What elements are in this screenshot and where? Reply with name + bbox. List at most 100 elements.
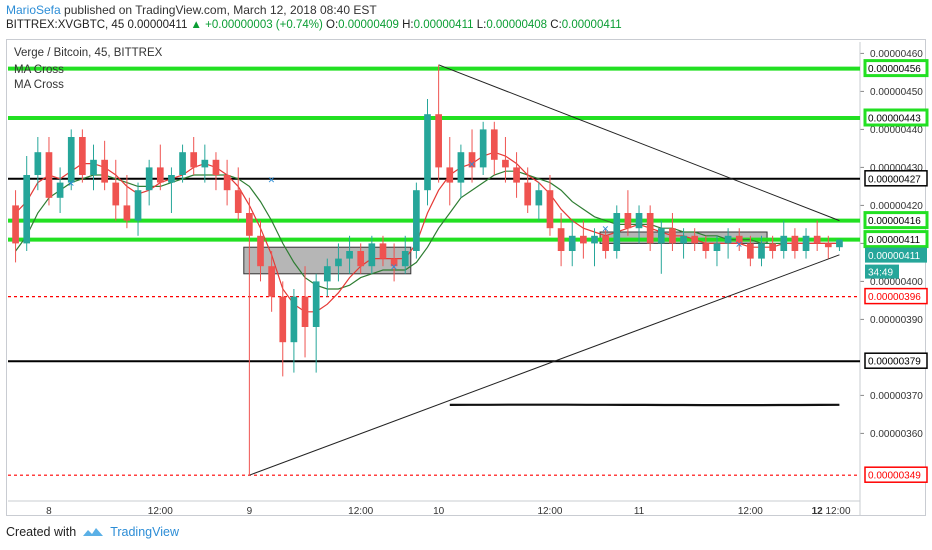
candle-body: [257, 235, 264, 267]
publish-header: MarioSefa published on TradingView.com, …: [6, 3, 377, 17]
candle-body: [346, 251, 353, 259]
candle-body: [390, 258, 398, 267]
y-tick-label: 0.00000440: [870, 125, 923, 136]
candle-body: [201, 159, 209, 168]
candle-body: [724, 235, 732, 244]
candle-body: [212, 159, 220, 175]
candle-body: [145, 167, 153, 191]
level-price-label: 0.00000396: [868, 292, 921, 303]
triangle-upper-trendline: [438, 64, 840, 222]
level-price-tag: [863, 108, 929, 127]
candle-body: [301, 296, 309, 327]
candle-body: [357, 251, 365, 267]
price-change: +0.00000003 (+0.74%): [205, 19, 323, 31]
countdown-label: 34:49: [868, 268, 893, 279]
candle-body: [168, 175, 175, 183]
last-price: 0.00000411: [127, 19, 188, 31]
candle-body: [435, 114, 442, 168]
ma-cross-marker: ✕: [268, 175, 276, 185]
x-tick-label: 9: [247, 506, 253, 517]
footer: Created with TradingView: [6, 525, 179, 539]
x-tick-label: 12:00: [537, 506, 562, 517]
level-price-tag: [863, 230, 929, 249]
candle-body: [312, 281, 320, 327]
candle-body: [56, 182, 64, 198]
candle-body: [524, 182, 532, 206]
x-tick-label: 10: [433, 506, 445, 517]
candle-body: [45, 152, 53, 198]
candle-body: [735, 235, 743, 244]
candle-body: [546, 190, 554, 229]
candle-body: [769, 243, 776, 251]
y-tick-label: 0.00000460: [870, 49, 923, 60]
candle-body: [468, 152, 476, 168]
price-chart[interactable]: 0.00000460 0.00000450 0.00000440 0.00000430…: [0, 0, 932, 520]
candle-body: [824, 243, 832, 248]
tradingview-logo-icon: [83, 528, 104, 536]
y-tick-label: 0.00000450: [870, 87, 923, 98]
open-value: 0.00000409: [338, 19, 399, 31]
last-price-label: 0.00000411: [868, 251, 921, 262]
candle-body: [635, 213, 643, 229]
countdown-tag: [865, 264, 899, 279]
y-tick-label: 0.00000430: [870, 163, 923, 174]
candle-body: [190, 152, 198, 168]
candle-body: [446, 167, 454, 183]
candle-body: [557, 228, 565, 251]
candle-body: [279, 296, 287, 343]
x-tick-label: 12: [812, 506, 824, 517]
y-tick-label: 0.00000370: [870, 391, 923, 402]
level-price-tag: [863, 211, 929, 230]
candle-body: [613, 213, 621, 251]
candle-body: [112, 182, 120, 206]
level-price-label: 0.00000443: [868, 114, 921, 125]
candle-body: [624, 213, 632, 229]
ohlc-info-bar: BITTREX:XVGBTC, 45 0.00000411 ▲ +0.00000…: [6, 19, 622, 31]
close-value: 0.00000411: [561, 19, 622, 31]
open-label: O:: [326, 19, 339, 31]
candle-body: [657, 228, 665, 244]
symbol-label: BITTREX:XVGBTC, 45: [6, 19, 125, 31]
level-price-label: 0.00000416: [868, 216, 921, 227]
x-tick-label: 12:00: [348, 506, 373, 517]
candle-body: [813, 235, 821, 244]
ma-cross-marker: ✕: [602, 224, 610, 234]
candle-body: [156, 167, 164, 183]
candle-body: [747, 243, 754, 259]
tradingview-brand-link[interactable]: TradingView: [110, 525, 179, 539]
candle-body: [34, 152, 42, 175]
candle-body: [568, 235, 576, 251]
candle-body: [23, 175, 31, 244]
legend-ma-cross-1[interactable]: MA Cross: [14, 64, 64, 76]
candle-body: [268, 266, 275, 297]
candle-body: [67, 137, 75, 183]
ma-cross-marker: ✕: [735, 239, 743, 249]
legend-ma-cross-2[interactable]: MA Cross: [14, 79, 64, 91]
legend-title: Verge / Bitcoin, 45, BITTREX: [14, 47, 163, 59]
candle-body: [79, 137, 86, 175]
candle-body: [713, 243, 721, 251]
x-tick-label: 11: [634, 506, 645, 517]
candle-body: [691, 235, 699, 244]
level-price-label: 0.00000456: [868, 64, 921, 75]
candle-body: [502, 159, 509, 168]
level-price-tag: [864, 352, 928, 369]
candle-body: [791, 235, 799, 251]
author-link[interactable]: MarioSefa: [6, 3, 61, 17]
candle-body: [669, 228, 676, 244]
candle-body: [580, 235, 587, 244]
candle-body: [290, 296, 298, 343]
candle-body: [535, 190, 543, 206]
published-text: published on TradingView.com, March 12, …: [64, 3, 377, 17]
candle-body: [401, 251, 409, 267]
high-value: 0.00000411: [413, 19, 474, 31]
low-value: 0.00000408: [486, 19, 548, 31]
candle-body: [413, 190, 420, 251]
candle-body: [12, 205, 19, 244]
candle-body: [368, 243, 376, 267]
candle-body: [457, 152, 465, 183]
candle-body: [101, 159, 108, 183]
level-price-tag: [864, 466, 928, 483]
candle-body: [646, 213, 654, 244]
y-tick-label: 0.00000400: [870, 277, 923, 288]
